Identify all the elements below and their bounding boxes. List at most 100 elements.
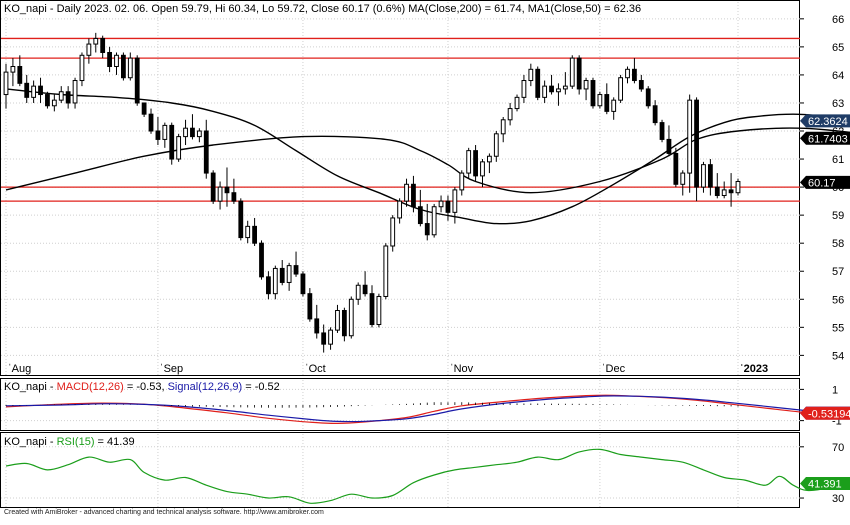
candle-body (708, 165, 712, 187)
candle-body (336, 310, 340, 330)
candle-body (626, 69, 630, 77)
candle-body (101, 38, 105, 52)
value-badge-text: 62.3624 (808, 116, 848, 128)
y-tick-label: 56 (832, 294, 844, 306)
candle-body (225, 187, 229, 193)
candle-body (598, 95, 602, 106)
candle-body (149, 114, 153, 131)
legend-part: = -0.52 (242, 381, 280, 393)
candle (646, 86, 650, 108)
candle-body (722, 190, 726, 196)
candle-body (59, 92, 63, 100)
candle-body (536, 69, 540, 97)
candle-body (515, 97, 519, 108)
candle-body (315, 319, 319, 333)
candle-body (605, 95, 609, 112)
candle-body (18, 67, 22, 84)
candle (301, 271, 305, 296)
candle-body (646, 89, 650, 106)
candle-body (577, 58, 581, 89)
candle-body (267, 277, 271, 294)
y-tick-label: 59 (832, 210, 844, 222)
price-header-info: - Daily 2023. 02. 06. Open 59.79, Hi 60.… (47, 3, 641, 15)
candle-body (301, 274, 305, 294)
value-badge: 62.3624 (800, 114, 850, 128)
candle-body (135, 58, 139, 103)
candle-body (494, 134, 498, 156)
candle (515, 95, 519, 112)
candle-body (156, 131, 160, 139)
candle (674, 148, 678, 187)
candle-body (322, 333, 326, 344)
candle-body (287, 266, 291, 283)
candle-body (218, 187, 222, 201)
legend-part: = 41.39 (95, 436, 135, 448)
candle-body (667, 139, 671, 153)
candle-body (39, 86, 43, 94)
candle-body (191, 128, 195, 136)
x-tick-label: ˈAug (8, 363, 31, 375)
candle-body (474, 151, 478, 176)
candle-body (695, 100, 699, 187)
x-tick-label: ˈ2023 (740, 363, 768, 375)
candle (177, 134, 181, 162)
candle-body (412, 184, 416, 206)
candle (391, 215, 395, 251)
value-badge: -0.53194 (800, 407, 850, 421)
candle (736, 179, 740, 196)
y-tick-label: 65 (832, 42, 844, 54)
y-tick-label: 70 (832, 442, 844, 454)
candle-body (87, 44, 91, 55)
candle-body (329, 330, 333, 344)
candle-body (163, 125, 167, 139)
candle-body (342, 310, 346, 335)
candle-body (25, 83, 29, 97)
candle-body (370, 294, 374, 325)
candle-body (94, 38, 98, 44)
candle-body (184, 128, 188, 136)
candle-body (619, 78, 623, 100)
candle-body (522, 81, 526, 98)
candle-body (729, 190, 733, 193)
candle-body (487, 156, 491, 162)
value-badge-text: 41.391 (808, 478, 842, 490)
value-badge-text: 60.17 (808, 177, 836, 189)
macd-legend: KO_napi - MACD(12,26) = -0.53, Signal(12… (4, 381, 280, 393)
candle-body (232, 193, 236, 201)
rsi-right-labels: 41.391 (800, 477, 850, 491)
candle (46, 92, 50, 109)
candle-body (508, 109, 512, 120)
value-badge-text: 61.7403 (808, 133, 848, 145)
candle-body (591, 81, 595, 106)
y-tick-label: 30 (832, 493, 844, 505)
candle-body (363, 285, 367, 293)
footer-credit: Created with AmiBroker - advanced charti… (4, 509, 324, 516)
candle (211, 170, 215, 204)
candle (384, 243, 388, 299)
candle-body (570, 58, 574, 86)
candle-body (384, 246, 388, 296)
candle-body (308, 294, 312, 319)
macd-right-labels: -0.51516-0.53194 (800, 407, 850, 421)
legend-symbol: KO_napi - (4, 436, 57, 448)
candle-body (688, 100, 692, 173)
value-badge: 61.7403 (800, 132, 850, 146)
candle (377, 294, 381, 328)
candle (121, 52, 125, 80)
y-tick-label: 66 (832, 14, 844, 26)
candle-body (446, 201, 450, 212)
candle-body (170, 125, 174, 159)
candle-body (550, 86, 554, 92)
candle-body (356, 285, 360, 299)
candle-body (715, 187, 719, 195)
candle-body (204, 131, 208, 173)
candle-body (584, 81, 588, 89)
legend-symbol: KO_napi - (4, 381, 57, 393)
candle-body (349, 299, 353, 335)
candle-body (405, 184, 409, 201)
y-tick-label: 61 (832, 154, 844, 166)
candle-body (66, 92, 70, 103)
candle-body (121, 55, 125, 77)
candle-body (211, 173, 215, 201)
